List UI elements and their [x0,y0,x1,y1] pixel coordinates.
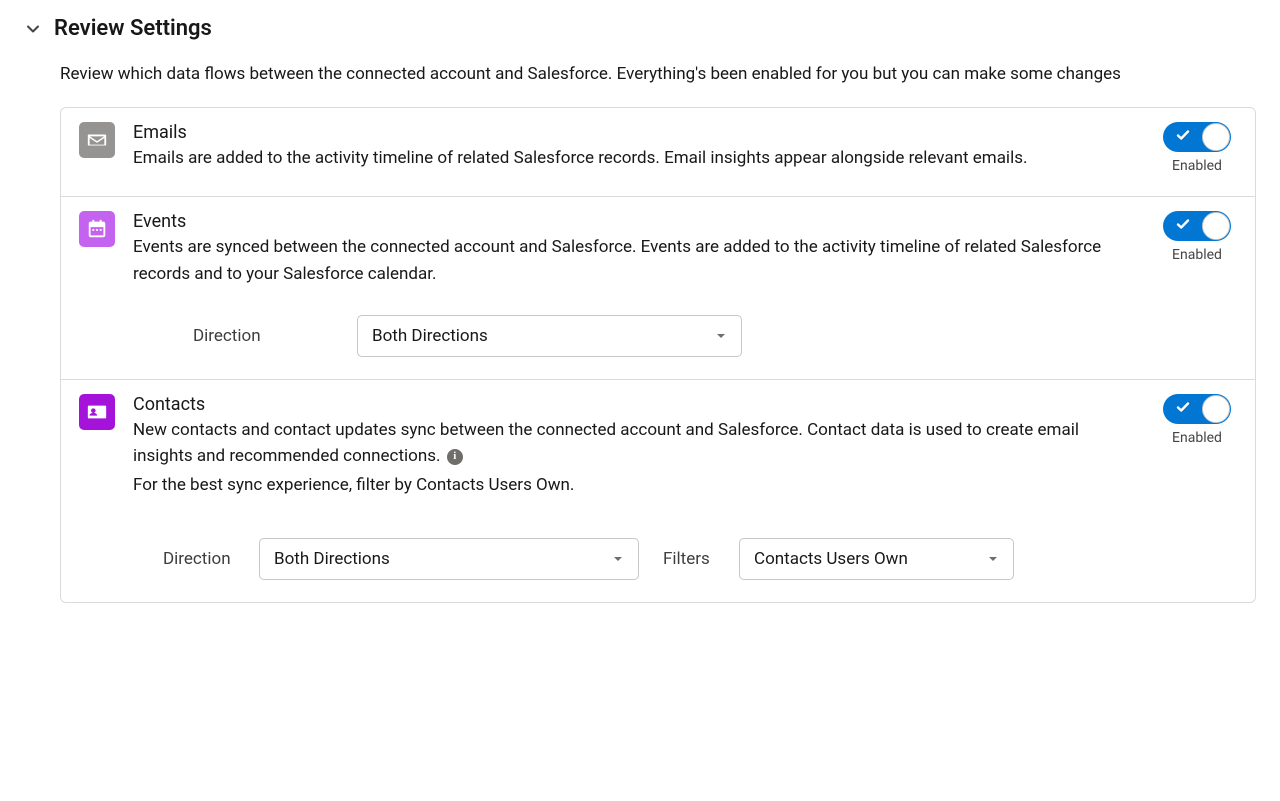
section-header: Review Settings [24,16,1256,41]
setting-desc-contacts: New contacts and contact updates sync be… [133,417,1139,470]
toggle-knob [1202,123,1230,151]
toggle-label-emails: Enabled [1172,158,1222,174]
setting-row-contacts: Contacts New contacts and contact update… [61,379,1255,602]
email-icon [79,122,115,158]
events-controls: Direction Both Directions [133,315,1139,357]
setting-row-events: Events Events are synced between the con… [61,196,1255,379]
setting-desc-extra-contacts: For the best sync experience, filter by … [133,472,1139,498]
direction-label-events: Direction [193,326,343,346]
direction-value-events: Both Directions [372,326,488,346]
chevron-down-icon[interactable] [24,20,42,38]
filters-select-contacts[interactable]: Contacts Users Own [739,538,1014,580]
filters-label-contacts: Filters [663,549,723,569]
toggle-label-contacts: Enabled [1172,430,1222,446]
check-icon [1175,127,1191,147]
calendar-icon [79,211,115,247]
setting-body-events: Events Events are synced between the con… [133,211,1139,357]
section-description: Review which data flows between the conn… [60,61,1160,87]
section-title: Review Settings [54,16,212,41]
caret-down-icon [612,553,624,565]
direction-select-events[interactable]: Both Directions [357,315,742,357]
toggle-label-events: Enabled [1172,247,1222,263]
toggle-contacts[interactable] [1163,394,1231,424]
setting-body-emails: Emails Emails are added to the activity … [133,122,1139,174]
contacts-controls: Direction Both Directions Filters Contac… [133,538,1139,580]
setting-title-emails: Emails [133,122,1139,143]
contact-icon [79,394,115,430]
setting-desc-contacts-text: New contacts and contact updates sync be… [133,420,1079,466]
setting-desc-emails: Emails are added to the activity timelin… [133,145,1139,171]
toggle-events[interactable] [1163,211,1231,241]
toggle-col-contacts: Enabled [1157,394,1237,580]
setting-body-contacts: Contacts New contacts and contact update… [133,394,1139,580]
settings-panel: Emails Emails are added to the activity … [60,107,1256,603]
check-icon [1175,399,1191,419]
caret-down-icon [987,553,999,565]
direction-label-contacts: Direction [163,549,243,569]
setting-row-emails: Emails Emails are added to the activity … [61,108,1255,196]
setting-title-contacts: Contacts [133,394,1139,415]
direction-value-contacts: Both Directions [274,549,390,569]
direction-select-contacts[interactable]: Both Directions [259,538,639,580]
filters-value-contacts: Contacts Users Own [754,549,908,569]
toggle-knob [1202,212,1230,240]
caret-down-icon [715,330,727,342]
info-icon[interactable]: i [447,449,463,465]
toggle-col-events: Enabled [1157,211,1237,357]
setting-title-events: Events [133,211,1139,232]
toggle-col-emails: Enabled [1157,122,1237,174]
check-icon [1175,216,1191,236]
setting-desc-events: Events are synced between the connected … [133,234,1139,287]
toggle-knob [1202,395,1230,423]
toggle-emails[interactable] [1163,122,1231,152]
